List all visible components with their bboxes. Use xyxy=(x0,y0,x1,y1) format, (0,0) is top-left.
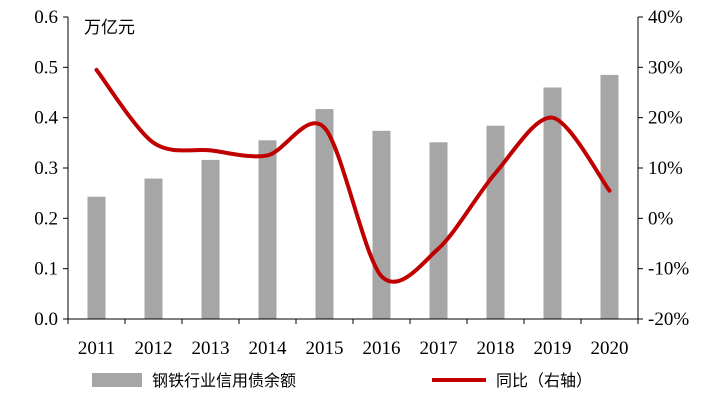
x-tick-label: 2019 xyxy=(534,338,572,359)
left-tick-label: 0.1 xyxy=(34,259,58,280)
left-tick-label: 0.5 xyxy=(34,57,58,78)
bar-2015 xyxy=(315,109,334,319)
bar-2016 xyxy=(372,130,391,319)
bar-2013 xyxy=(201,159,220,319)
bar-2011 xyxy=(87,196,106,319)
right-tick-label: 20% xyxy=(648,108,683,129)
left-tick-label: 0.6 xyxy=(34,7,58,28)
left-tick-label: 0.0 xyxy=(34,309,58,330)
x-tick-label: 2020 xyxy=(591,338,629,359)
right-tick-label: -10% xyxy=(648,259,689,280)
legend-line-label: 同比（右轴） xyxy=(496,371,592,390)
x-tick-label: 2017 xyxy=(420,338,458,359)
x-tick-label: 2014 xyxy=(249,338,288,359)
legend: 钢铁行业信用债余额 同比（右轴） xyxy=(92,371,592,390)
x-tick-label: 2018 xyxy=(477,338,515,359)
right-tick-label: -20% xyxy=(648,309,689,330)
left-tick-label: 0.4 xyxy=(34,108,58,129)
bar-2019 xyxy=(543,87,562,319)
x-tick-label: 2011 xyxy=(78,338,115,359)
bar-2018 xyxy=(486,125,505,319)
legend-bar-swatch xyxy=(92,373,142,387)
right-tick-label: 30% xyxy=(648,57,683,78)
bar-group xyxy=(87,74,619,320)
x-tick-label: 2016 xyxy=(363,338,401,359)
bar-2020 xyxy=(600,74,619,320)
x-tick-label: 2015 xyxy=(306,338,344,359)
left-tick-label: 0.3 xyxy=(34,158,58,179)
legend-bar-label: 钢铁行业信用债余额 xyxy=(152,371,296,390)
x-tick-label: 2013 xyxy=(192,338,230,359)
line-group xyxy=(94,67,612,284)
right-tick-label: 0% xyxy=(648,208,674,229)
bar-2017 xyxy=(429,142,448,319)
left-tick-label: 0.2 xyxy=(34,208,58,229)
tick-labels: 0.0 0.1 0.2 0.3 0.4 0.5 0.6 -20% -10% 0% 10% 20% 30%… xyxy=(34,7,689,359)
left-axis-unit-label: 万亿元 xyxy=(84,18,135,38)
bar-2014 xyxy=(258,140,277,319)
right-tick-label: 40% xyxy=(648,7,683,28)
bar-2012 xyxy=(144,178,163,319)
right-tick-label: 10% xyxy=(648,158,683,179)
yoy-line xyxy=(94,67,612,284)
axes xyxy=(63,16,643,324)
x-tick-label: 2012 xyxy=(135,338,173,359)
